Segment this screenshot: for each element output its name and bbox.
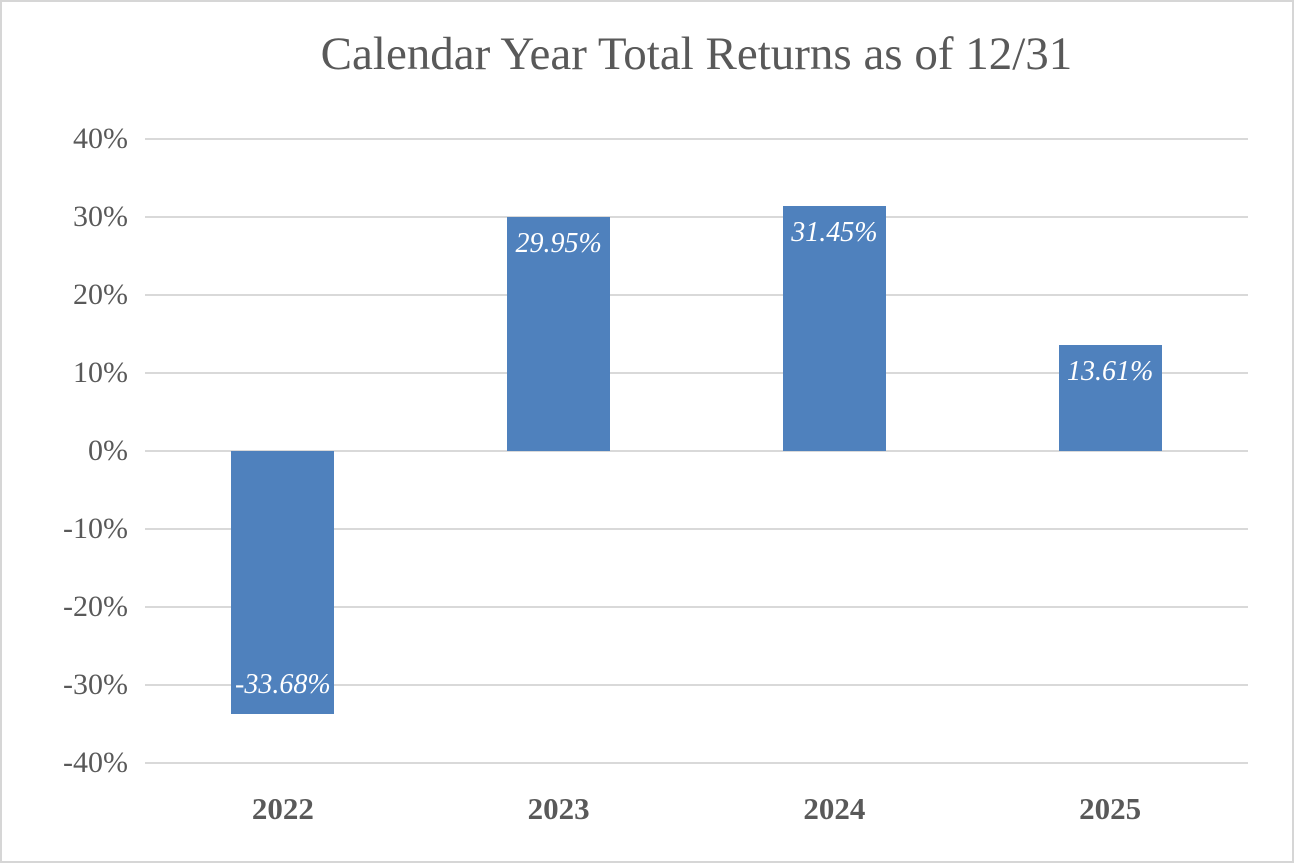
- bar-value-label: 29.95%: [515, 228, 602, 260]
- y-axis-tick-label: -30%: [63, 668, 128, 701]
- x-axis-category-label: 2023: [527, 791, 590, 826]
- bar-2022: [231, 451, 335, 714]
- y-axis-tick-label: 20%: [73, 278, 128, 311]
- gridline: [145, 138, 1248, 140]
- x-axis-category-label: 2024: [803, 791, 866, 826]
- bar-2025: [1058, 344, 1162, 451]
- y-axis-tick-label: -20%: [63, 590, 128, 623]
- y-axis-tick-label: 10%: [73, 356, 128, 389]
- bar-2023: [507, 217, 611, 451]
- y-axis-tick-label: 40%: [73, 122, 128, 155]
- gridline: [145, 684, 1248, 686]
- bar-value-label: 31.45%: [791, 216, 878, 248]
- bar-value-label: -33.68%: [235, 668, 331, 700]
- x-axis-category-label: 2025: [1079, 791, 1142, 826]
- y-axis-tick-label: 0%: [88, 434, 128, 467]
- y-axis-tick-label: 30%: [73, 200, 128, 233]
- gridline: [145, 762, 1248, 764]
- y-axis-tick-label: -40%: [63, 746, 128, 779]
- gridline: [145, 372, 1248, 374]
- bar-2024: [782, 205, 886, 451]
- x-axis-category-label: 2022: [251, 791, 314, 826]
- chart-title: Calendar Year Total Returns as of 12/31: [320, 28, 1073, 80]
- gridline: [145, 606, 1248, 608]
- y-axis-tick-label: -10%: [63, 512, 128, 545]
- bar-value-label: 13.61%: [1066, 355, 1154, 387]
- gridline: [145, 528, 1248, 530]
- gridline: [145, 216, 1248, 218]
- gridline: [145, 294, 1248, 296]
- gridline: [145, 450, 1248, 452]
